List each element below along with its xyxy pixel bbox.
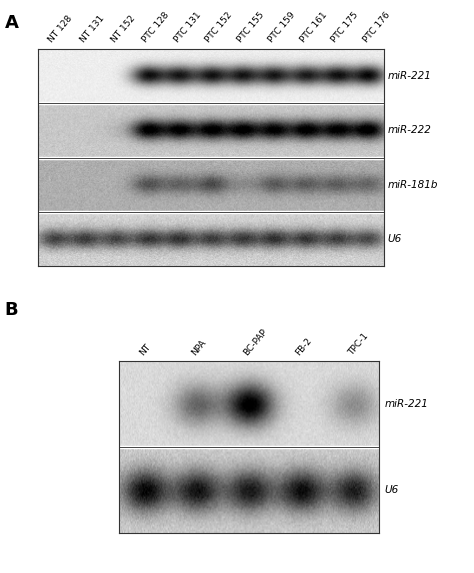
Text: NT 152: NT 152: [109, 14, 137, 44]
Text: miR-221: miR-221: [387, 71, 431, 81]
Text: PTC 159: PTC 159: [267, 10, 297, 44]
Text: PTC 161: PTC 161: [299, 10, 329, 44]
Text: NT: NT: [137, 343, 152, 358]
Text: miR-221: miR-221: [384, 399, 428, 409]
Text: NT 131: NT 131: [78, 14, 106, 44]
Text: miR-222: miR-222: [387, 125, 431, 135]
Text: B: B: [5, 301, 18, 319]
Text: PTC 128: PTC 128: [141, 11, 172, 44]
Text: TPC-1: TPC-1: [346, 332, 370, 358]
Text: PTC 131: PTC 131: [173, 10, 203, 44]
Text: miR-181b: miR-181b: [387, 180, 438, 190]
Text: PTC 176: PTC 176: [361, 10, 392, 44]
Text: NT 128: NT 128: [47, 14, 74, 44]
Text: NPA: NPA: [190, 338, 208, 358]
Text: U6: U6: [387, 234, 401, 244]
Text: A: A: [5, 14, 18, 32]
Text: U6: U6: [384, 485, 399, 495]
Text: PTC 155: PTC 155: [236, 10, 266, 44]
Text: PTC 152: PTC 152: [204, 11, 234, 44]
Text: PTC 175: PTC 175: [330, 10, 360, 44]
Text: BC-PAP: BC-PAP: [242, 327, 269, 358]
Text: FB-2: FB-2: [294, 336, 314, 358]
